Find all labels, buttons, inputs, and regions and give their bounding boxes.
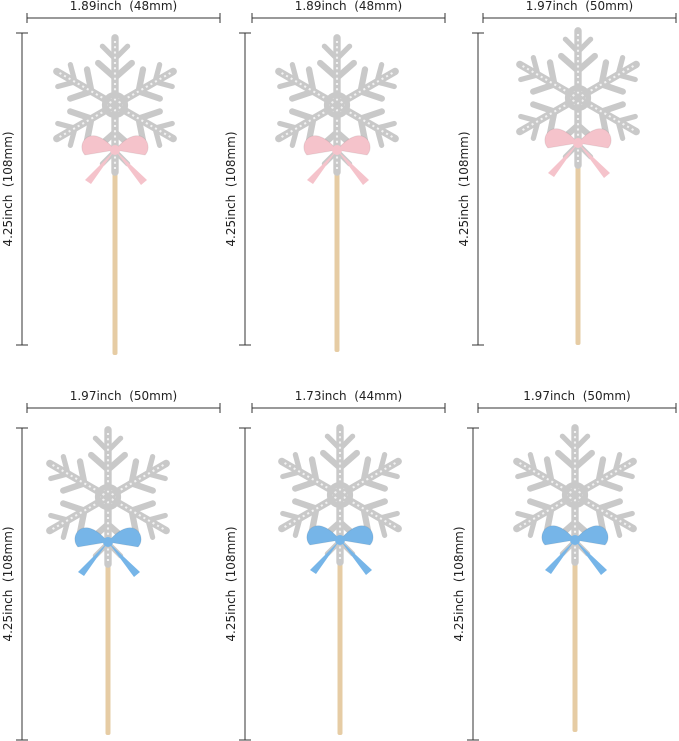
bow	[303, 135, 371, 156]
width-label: 1.97inch (50mm)	[523, 389, 631, 403]
bow	[541, 525, 609, 546]
width-label: 1.97inch (50mm)	[70, 389, 178, 403]
bow-knot	[570, 535, 580, 545]
topper	[511, 31, 644, 345]
bow	[74, 527, 142, 548]
topper	[508, 428, 641, 732]
bow-tails	[78, 542, 140, 577]
bow-knot	[332, 145, 342, 155]
bow-tails	[307, 150, 369, 185]
width-label: 1.89inch (48mm)	[70, 0, 178, 13]
bow-knot	[110, 145, 120, 155]
height-label: 4.25inch (108mm)	[1, 526, 15, 641]
bow-tails	[85, 150, 147, 185]
topper	[273, 428, 406, 735]
bow-knot	[573, 138, 583, 148]
width-label: 1.89inch (48mm)	[295, 0, 403, 13]
height-label: 4.25inch (108mm)	[457, 131, 471, 246]
bow-tails	[545, 540, 607, 575]
bow	[81, 135, 149, 156]
topper	[48, 38, 181, 355]
bow-tails	[310, 540, 372, 575]
bow	[544, 128, 612, 149]
topper	[41, 430, 174, 735]
width-label: 1.73inch (44mm)	[295, 389, 403, 403]
topper	[270, 38, 403, 352]
bow	[306, 525, 374, 546]
bow-knot	[335, 535, 345, 545]
height-label: 4.25inch (108mm)	[224, 526, 238, 641]
bow-knot	[103, 537, 113, 547]
width-label: 1.97inch (50mm)	[526, 0, 634, 13]
height-label: 4.25inch (108mm)	[452, 526, 466, 641]
bow-tails	[548, 143, 610, 178]
height-label: 4.25inch (108mm)	[224, 131, 238, 246]
height-label: 4.25inch (108mm)	[1, 131, 15, 246]
